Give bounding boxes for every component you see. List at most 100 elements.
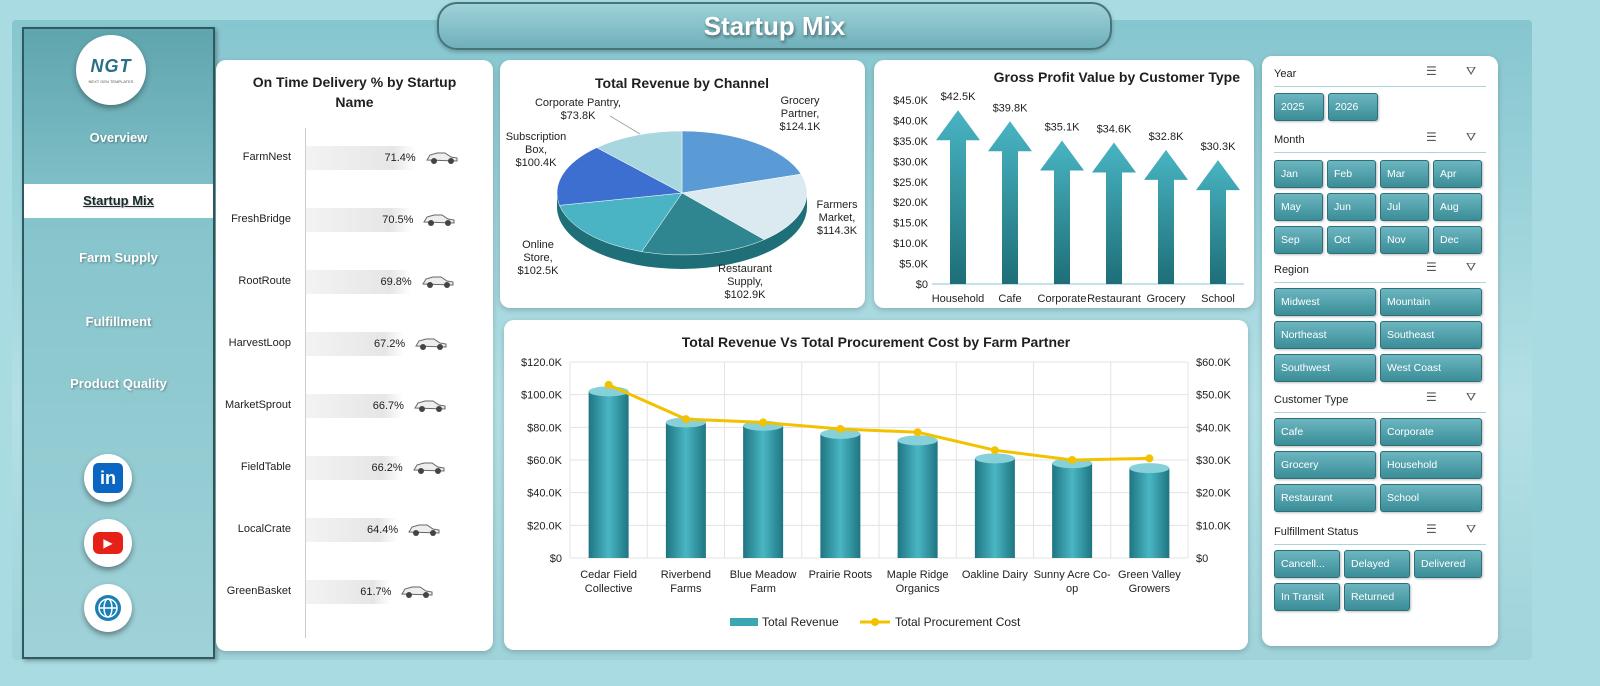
month-option-button[interactable]: Nov	[1380, 226, 1429, 254]
nav-startup-mix[interactable]: Startup Mix	[24, 184, 213, 218]
customer-type-filter-title: Customer Type	[1274, 394, 1349, 406]
multi-select-icon[interactable]: ☰	[1426, 64, 1437, 78]
startup-name-label: MarketSprout	[224, 399, 291, 411]
region-option-button[interactable]: Southeast	[1380, 321, 1482, 349]
revenue-vs-procurement-panel: Total Revenue Vs Total Procurement Cost …	[504, 320, 1248, 650]
slicer-divider	[1274, 86, 1486, 87]
clear-filter-icon[interactable]: ⛛	[1466, 522, 1477, 536]
month-option-button[interactable]: May	[1274, 193, 1323, 221]
multi-select-icon[interactable]: ☰	[1426, 522, 1437, 536]
ontime-chart-title: On Time Delivery % by Startup Name	[252, 74, 457, 110]
month-option-button[interactable]: Apr	[1433, 160, 1482, 188]
year-2025-button[interactable]: 2025	[1274, 93, 1324, 121]
ontime-value-label: 66.7%	[372, 400, 404, 412]
month-option-button[interactable]: Feb	[1327, 160, 1376, 188]
x-tick-label: Maple Ridge Organics	[887, 569, 949, 595]
ctype-option-button[interactable]: Restaurant	[1274, 484, 1376, 512]
procurement-cost-point	[759, 418, 768, 427]
procurement-cost-line	[608, 383, 1150, 462]
globe-button[interactable]	[84, 584, 132, 632]
gross-profit-bar	[1092, 142, 1136, 284]
y-right-tick-label: $50.0K	[1196, 390, 1232, 402]
y-tick-label: $10.0K	[893, 238, 929, 250]
fulfillment-status-option-button[interactable]: Delivered	[1414, 550, 1482, 578]
fulfillment-status-option-button[interactable]: In Transit	[1274, 583, 1340, 611]
month-filter-title: Month	[1274, 134, 1305, 146]
globe-icon	[95, 595, 121, 621]
y-right-tick-label: $40.0K	[1196, 422, 1232, 434]
logo: NGT NEXT GEN TEMPLATES	[76, 35, 146, 105]
youtube-icon: ▶	[93, 532, 123, 554]
region-option-button[interactable]: Southwest	[1274, 354, 1376, 382]
y-tick-label: $15.0K	[893, 218, 929, 230]
gross-profit-bar	[936, 110, 980, 284]
ontime-value-label: 69.8%	[380, 276, 412, 288]
month-option-button[interactable]: Jul	[1380, 193, 1429, 221]
revenue-bar	[897, 440, 938, 558]
youtube-button[interactable]: ▶	[84, 519, 132, 567]
revenue-vs-procurement-title: Total Revenue Vs Total Procurement Cost …	[682, 334, 1071, 350]
y-left-tick-label: $0	[550, 553, 562, 565]
ctype-option-button[interactable]: School	[1380, 484, 1482, 512]
multi-select-icon[interactable]: ☰	[1426, 130, 1437, 144]
car-icon	[425, 149, 459, 168]
region-option-button[interactable]: West Coast	[1380, 354, 1482, 382]
bar-data-label: $30.3K	[1201, 141, 1237, 153]
ontime-bar	[306, 456, 402, 480]
region-option-button[interactable]: Midwest	[1274, 288, 1376, 316]
clear-filter-icon[interactable]: ⛛	[1466, 130, 1477, 144]
ontime-value-label: 67.2%	[374, 338, 406, 350]
ontime-bar	[306, 580, 391, 604]
slicer-divider	[1274, 412, 1486, 413]
year-2026-button[interactable]: 2026	[1328, 93, 1378, 121]
month-option-button[interactable]: Jan	[1274, 160, 1323, 188]
revenue-bar-cap	[1129, 463, 1170, 474]
month-option-button[interactable]: Jun	[1327, 193, 1376, 221]
clear-filter-icon[interactable]: ⛛	[1466, 260, 1477, 274]
x-tick-label: Green Valley Growers	[1118, 569, 1181, 595]
ctype-option-button[interactable]: Household	[1380, 451, 1482, 479]
pie-slice	[559, 192, 683, 252]
filter-panel: Year ☰ ⛛ 2025 2026 Month ☰ ⛛ Jan Feb Mar Ap…	[1262, 56, 1498, 646]
region-option-button[interactable]: Northeast	[1274, 321, 1376, 349]
legend-revenue-label: Total Revenue	[762, 615, 839, 629]
ontime-value-label: 64.4%	[367, 524, 399, 536]
ontime-bar	[306, 518, 397, 542]
y-tick-label: $45.0K	[893, 95, 929, 107]
ctype-option-button[interactable]: Cafe	[1274, 418, 1376, 446]
fulfillment-status-option-button[interactable]: Delayed	[1344, 550, 1410, 578]
month-option-button[interactable]: Sep	[1274, 226, 1323, 254]
clear-filter-icon[interactable]: ⛛	[1466, 64, 1477, 78]
y-right-tick-label: $60.0K	[1196, 357, 1232, 369]
month-option-button[interactable]: Dec	[1433, 226, 1482, 254]
fulfillment-status-option-button[interactable]: Returned	[1344, 583, 1410, 611]
page-title: Startup Mix	[703, 10, 846, 41]
car-icon	[414, 335, 448, 354]
y-tick-label: $25.0K	[893, 177, 929, 189]
bar-data-label: $34.6K	[1097, 124, 1133, 136]
clear-filter-icon[interactable]: ⛛	[1466, 390, 1477, 404]
pie-slice	[681, 130, 802, 194]
region-filter-title: Region	[1274, 264, 1309, 276]
month-option-button[interactable]: Aug	[1433, 193, 1482, 221]
linkedin-button[interactable]: in	[84, 454, 132, 502]
month-option-button[interactable]: Mar	[1380, 160, 1429, 188]
nav-fulfillment[interactable]: Fulfillment	[85, 314, 152, 329]
multi-select-icon[interactable]: ☰	[1426, 260, 1437, 274]
revenue-bar	[820, 433, 861, 558]
pie-slice	[641, 192, 765, 256]
ontime-value-label: 70.5%	[382, 214, 414, 226]
y-left-tick-label: $60.0K	[527, 455, 563, 467]
y-tick-label: $0	[916, 279, 928, 291]
ctype-option-button[interactable]: Corporate	[1380, 418, 1482, 446]
month-option-button[interactable]: Oct	[1327, 226, 1376, 254]
nav-farm-supply[interactable]: Farm Supply	[79, 250, 158, 265]
region-option-button[interactable]: Mountain	[1380, 288, 1482, 316]
ontime-delivery-panel: On Time Delivery % by Startup Name FarmN…	[216, 60, 493, 651]
fulfillment-status-option-button[interactable]: Cancell...	[1274, 550, 1340, 578]
multi-select-icon[interactable]: ☰	[1426, 390, 1437, 404]
nav-overview[interactable]: Overview	[89, 130, 148, 145]
gross-profit-chart: Gross Profit Value by Customer Type $0 $5…	[893, 69, 1244, 305]
nav-product-quality[interactable]: Product Quality	[70, 376, 167, 391]
ctype-option-button[interactable]: Grocery	[1274, 451, 1376, 479]
